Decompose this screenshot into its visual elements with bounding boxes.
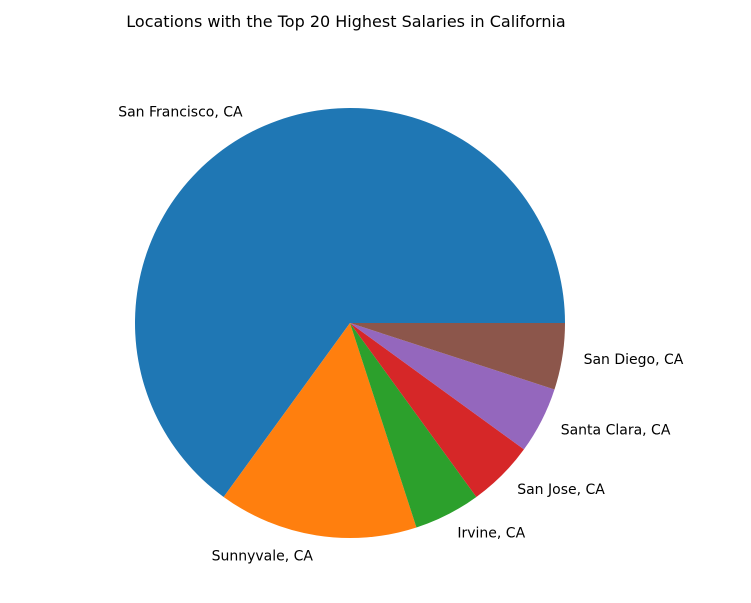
pie-label-irvine-ca: Irvine, CA bbox=[457, 526, 525, 542]
pie-slice-santa-clara-ca bbox=[350, 323, 555, 450]
pie-slice-irvine-ca bbox=[350, 323, 477, 528]
pie-label-santa-clara-ca: Santa Clara, CA bbox=[561, 422, 671, 438]
pie-label-san-diego-ca: San Diego, CA bbox=[584, 352, 684, 368]
pie-slice-san-francisco-ca bbox=[135, 107, 566, 497]
pie-label-sunnyvale-ca: Sunnyvale, CA bbox=[212, 549, 314, 565]
pie-slices bbox=[135, 107, 566, 539]
pie-label-san-jose-ca: San Jose, CA bbox=[517, 482, 605, 498]
pie-slice-sunnyvale-ca bbox=[223, 323, 417, 539]
chart-title: Locations with the Top 20 Highest Salari… bbox=[126, 12, 565, 31]
pie-slice-san-jose-ca bbox=[350, 323, 524, 497]
pie-slice-san-diego-ca bbox=[350, 323, 565, 390]
pie-label-san-francisco-ca: San Francisco, CA bbox=[118, 104, 243, 120]
pie-labels: San Francisco, CA Sunnyvale, CA Irvine, CA… bbox=[118, 104, 684, 564]
